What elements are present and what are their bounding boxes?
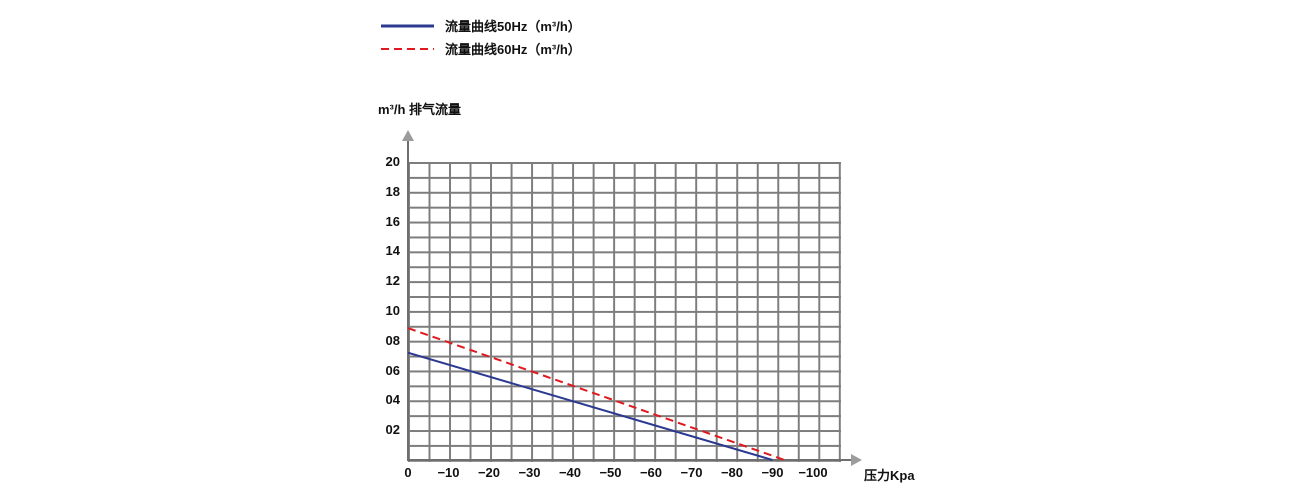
x-tick-label: −60 bbox=[639, 465, 663, 480]
plot-grid bbox=[408, 162, 841, 462]
x-tick-label: −20 bbox=[477, 465, 501, 480]
y-tick-label: 12 bbox=[385, 273, 400, 289]
x-tick-label: −80 bbox=[720, 465, 744, 480]
y-axis-arrow-icon bbox=[402, 130, 414, 141]
y-tick-label: 08 bbox=[385, 332, 400, 348]
x-axis-line bbox=[407, 459, 853, 461]
y-tick-label: 06 bbox=[385, 362, 400, 378]
y-axis-line bbox=[407, 140, 409, 461]
legend-line-sample-60hz bbox=[381, 47, 434, 50]
y-tick-label: 10 bbox=[385, 303, 400, 318]
plot-lines bbox=[408, 327, 785, 461]
legend-label-50hz: 流量曲线50Hz（m³/h） bbox=[445, 19, 581, 34]
x-tick-label: −100 bbox=[798, 465, 828, 480]
series-line-50hz bbox=[408, 351, 773, 461]
y-tick-label: 18 bbox=[385, 183, 400, 199]
y-tick-label: 04 bbox=[385, 392, 400, 408]
y-tick-label: 20 bbox=[385, 154, 400, 169]
series-line-60hz bbox=[408, 327, 785, 461]
x-tick-label: −70 bbox=[680, 465, 703, 480]
legend-item-50hz: 流量曲线50Hz（m³/h） bbox=[380, 14, 581, 37]
x-tick-label: −90 bbox=[761, 465, 784, 480]
legend: 流量曲线50Hz（m³/h） 流量曲线60Hz（m³/h） bbox=[380, 14, 581, 60]
x-tick-label: 0 bbox=[404, 465, 412, 480]
legend-line-sample-50hz bbox=[381, 24, 434, 27]
y-axis-title: m³/h 排气流量 bbox=[378, 102, 462, 117]
x-tick-label: −30 bbox=[518, 465, 541, 480]
y-tick-label: 14 bbox=[385, 243, 400, 259]
legend-item-60hz: 流量曲线60Hz（m³/h） bbox=[380, 37, 581, 60]
x-axis-title: 压力Kpa bbox=[864, 468, 915, 483]
x-tick-label: −50 bbox=[599, 465, 622, 480]
x-tick-label: −40 bbox=[558, 465, 582, 480]
x-tick-label: −10 bbox=[437, 465, 460, 480]
legend-label-60hz: 流量曲线60Hz（m³/h） bbox=[445, 42, 581, 57]
x-axis-arrow-icon bbox=[851, 454, 862, 466]
y-tick-label: 16 bbox=[385, 213, 400, 229]
y-tick-label: 02 bbox=[385, 422, 400, 438]
